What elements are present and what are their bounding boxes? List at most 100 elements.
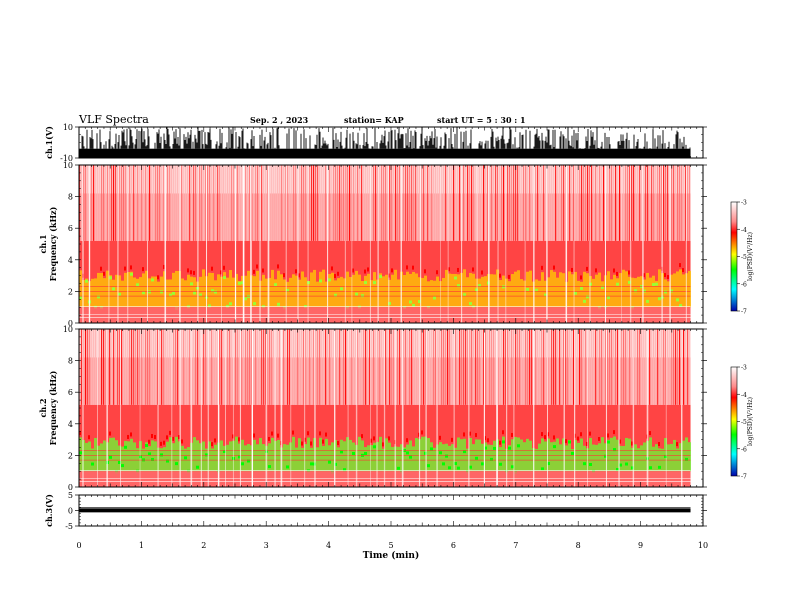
spectrogram-speck — [409, 455, 412, 459]
spectrogram-column — [131, 165, 133, 241]
ch1-spectrogram-y-tick-label: 8 — [68, 193, 73, 202]
spectrogram-column — [279, 329, 281, 405]
spectrogram-column — [579, 329, 581, 405]
spectrogram-column — [287, 165, 289, 241]
spectrogram-column — [367, 329, 369, 405]
spectrogram-active-band — [151, 440, 154, 472]
spectrogram-column — [463, 329, 465, 405]
spectrogram-speck — [268, 436, 270, 441]
spectrogram-active-band — [127, 272, 130, 308]
colorbar-ch2-tick-label: -7 — [741, 474, 747, 481]
spectrogram-active-band — [97, 445, 100, 472]
spectrogram-active-band — [175, 436, 178, 472]
spectrogram-column — [339, 329, 341, 405]
spectrogram-speck — [679, 263, 681, 268]
spectrogram-active-band — [397, 446, 400, 472]
spectrogram-active-band — [112, 279, 115, 308]
spectrogram-column — [207, 329, 209, 405]
spectrogram-active-band — [322, 445, 325, 472]
spectrogram-column — [579, 165, 581, 241]
spectrogram-column — [549, 329, 551, 405]
spectrogram-speck — [664, 273, 666, 278]
spectrogram-column — [255, 165, 257, 241]
waveform-band — [79, 508, 691, 513]
ch2-spectrogram-y-tick-label: 4 — [68, 420, 73, 429]
spectrogram-speck — [286, 465, 289, 469]
spectrogram-column — [161, 165, 163, 241]
spectrogram-speck — [262, 268, 264, 273]
spectrogram-column — [615, 329, 617, 405]
spectrogram-column — [425, 329, 427, 405]
spectrogram-speck — [253, 302, 256, 306]
spectrogram-column — [629, 165, 631, 241]
spectrogram-column — [343, 165, 345, 241]
spectrogram-active-band — [658, 269, 661, 308]
spectrogram-speck — [571, 267, 573, 272]
spectrogram-speck — [499, 273, 501, 278]
spectrogram-column — [325, 165, 327, 241]
spectrogram-column — [465, 165, 467, 241]
spectrogram-column — [173, 329, 175, 405]
spectrogram-active-band — [271, 437, 274, 472]
spectrogram-active-band — [559, 444, 562, 472]
spectrogram-active-band — [655, 280, 658, 308]
spectrogram-column — [219, 329, 221, 405]
spectrogram-column — [559, 165, 561, 241]
spectrogram-speck — [412, 303, 415, 307]
spectrogram-active-band — [391, 274, 394, 308]
spectrogram-column — [103, 329, 105, 405]
spectrogram-column — [111, 165, 113, 241]
spectrogram-column — [229, 165, 231, 241]
spectrogram-active-band — [478, 278, 481, 308]
spectrogram-speck — [190, 282, 193, 286]
spectrogram-active-band — [610, 437, 613, 472]
spectrogram-active-band — [325, 438, 328, 472]
spectrogram-active-band — [208, 441, 211, 472]
spectrogram-active-band — [370, 445, 373, 472]
spectrogram-active-band — [94, 437, 97, 472]
spectrogram-column — [165, 329, 167, 405]
spectrogram-active-band — [145, 270, 148, 308]
spectrogram-speck — [547, 462, 550, 466]
spectrogram-active-band — [163, 447, 166, 472]
spectrogram-column — [369, 165, 371, 241]
spectrogram-speck — [463, 432, 465, 437]
spectrogram-active-band — [331, 272, 334, 308]
spectrogram-active-band — [328, 445, 331, 472]
spectrogram-active-band — [229, 441, 232, 472]
spectrogram-active-band — [514, 436, 517, 472]
spectrogram-column — [415, 165, 417, 241]
spectrogram-column — [289, 165, 291, 241]
ch2-spectrogram-y-tick-label: 6 — [68, 388, 73, 397]
spectrogram-column — [349, 165, 351, 241]
date-label: Sep. 2 , 2023 — [250, 115, 309, 125]
spectrogram-active-band — [256, 270, 259, 308]
spectrogram-active-band — [268, 443, 271, 472]
spectrogram-active-band — [292, 274, 295, 308]
spectrogram-active-band — [100, 443, 103, 472]
station-label: station= KAP — [344, 115, 404, 125]
spectrogram-speck — [238, 437, 240, 442]
spectrogram-speck — [658, 297, 661, 301]
colorbar-ch1-tick-label: -3 — [741, 200, 747, 207]
spectrogram-column — [479, 329, 481, 405]
spectrogram-column — [119, 165, 121, 241]
spectrogram-speck — [358, 305, 361, 309]
spectrogram-speck — [334, 293, 337, 297]
spectrogram-column — [187, 165, 189, 241]
spectrogram-column — [459, 329, 461, 405]
spectrogram-active-band — [406, 444, 409, 472]
spectrogram-active-band — [523, 442, 526, 472]
spectrogram-column — [289, 329, 291, 405]
spectrogram-speck — [163, 264, 165, 269]
x-tick-label: 0 — [76, 541, 81, 550]
spectrogram-speck — [565, 439, 567, 444]
spectrogram-column — [645, 165, 647, 241]
spectrogram-speck — [196, 465, 199, 469]
spectrogram-active-band — [427, 437, 430, 472]
spectrogram-speck — [631, 441, 633, 446]
spectrogram-speck — [508, 274, 510, 279]
ch1-spectrogram-y-label: ch.1 — [38, 234, 48, 253]
spectrogram-column — [281, 165, 283, 241]
spectrogram-speck — [211, 266, 213, 271]
